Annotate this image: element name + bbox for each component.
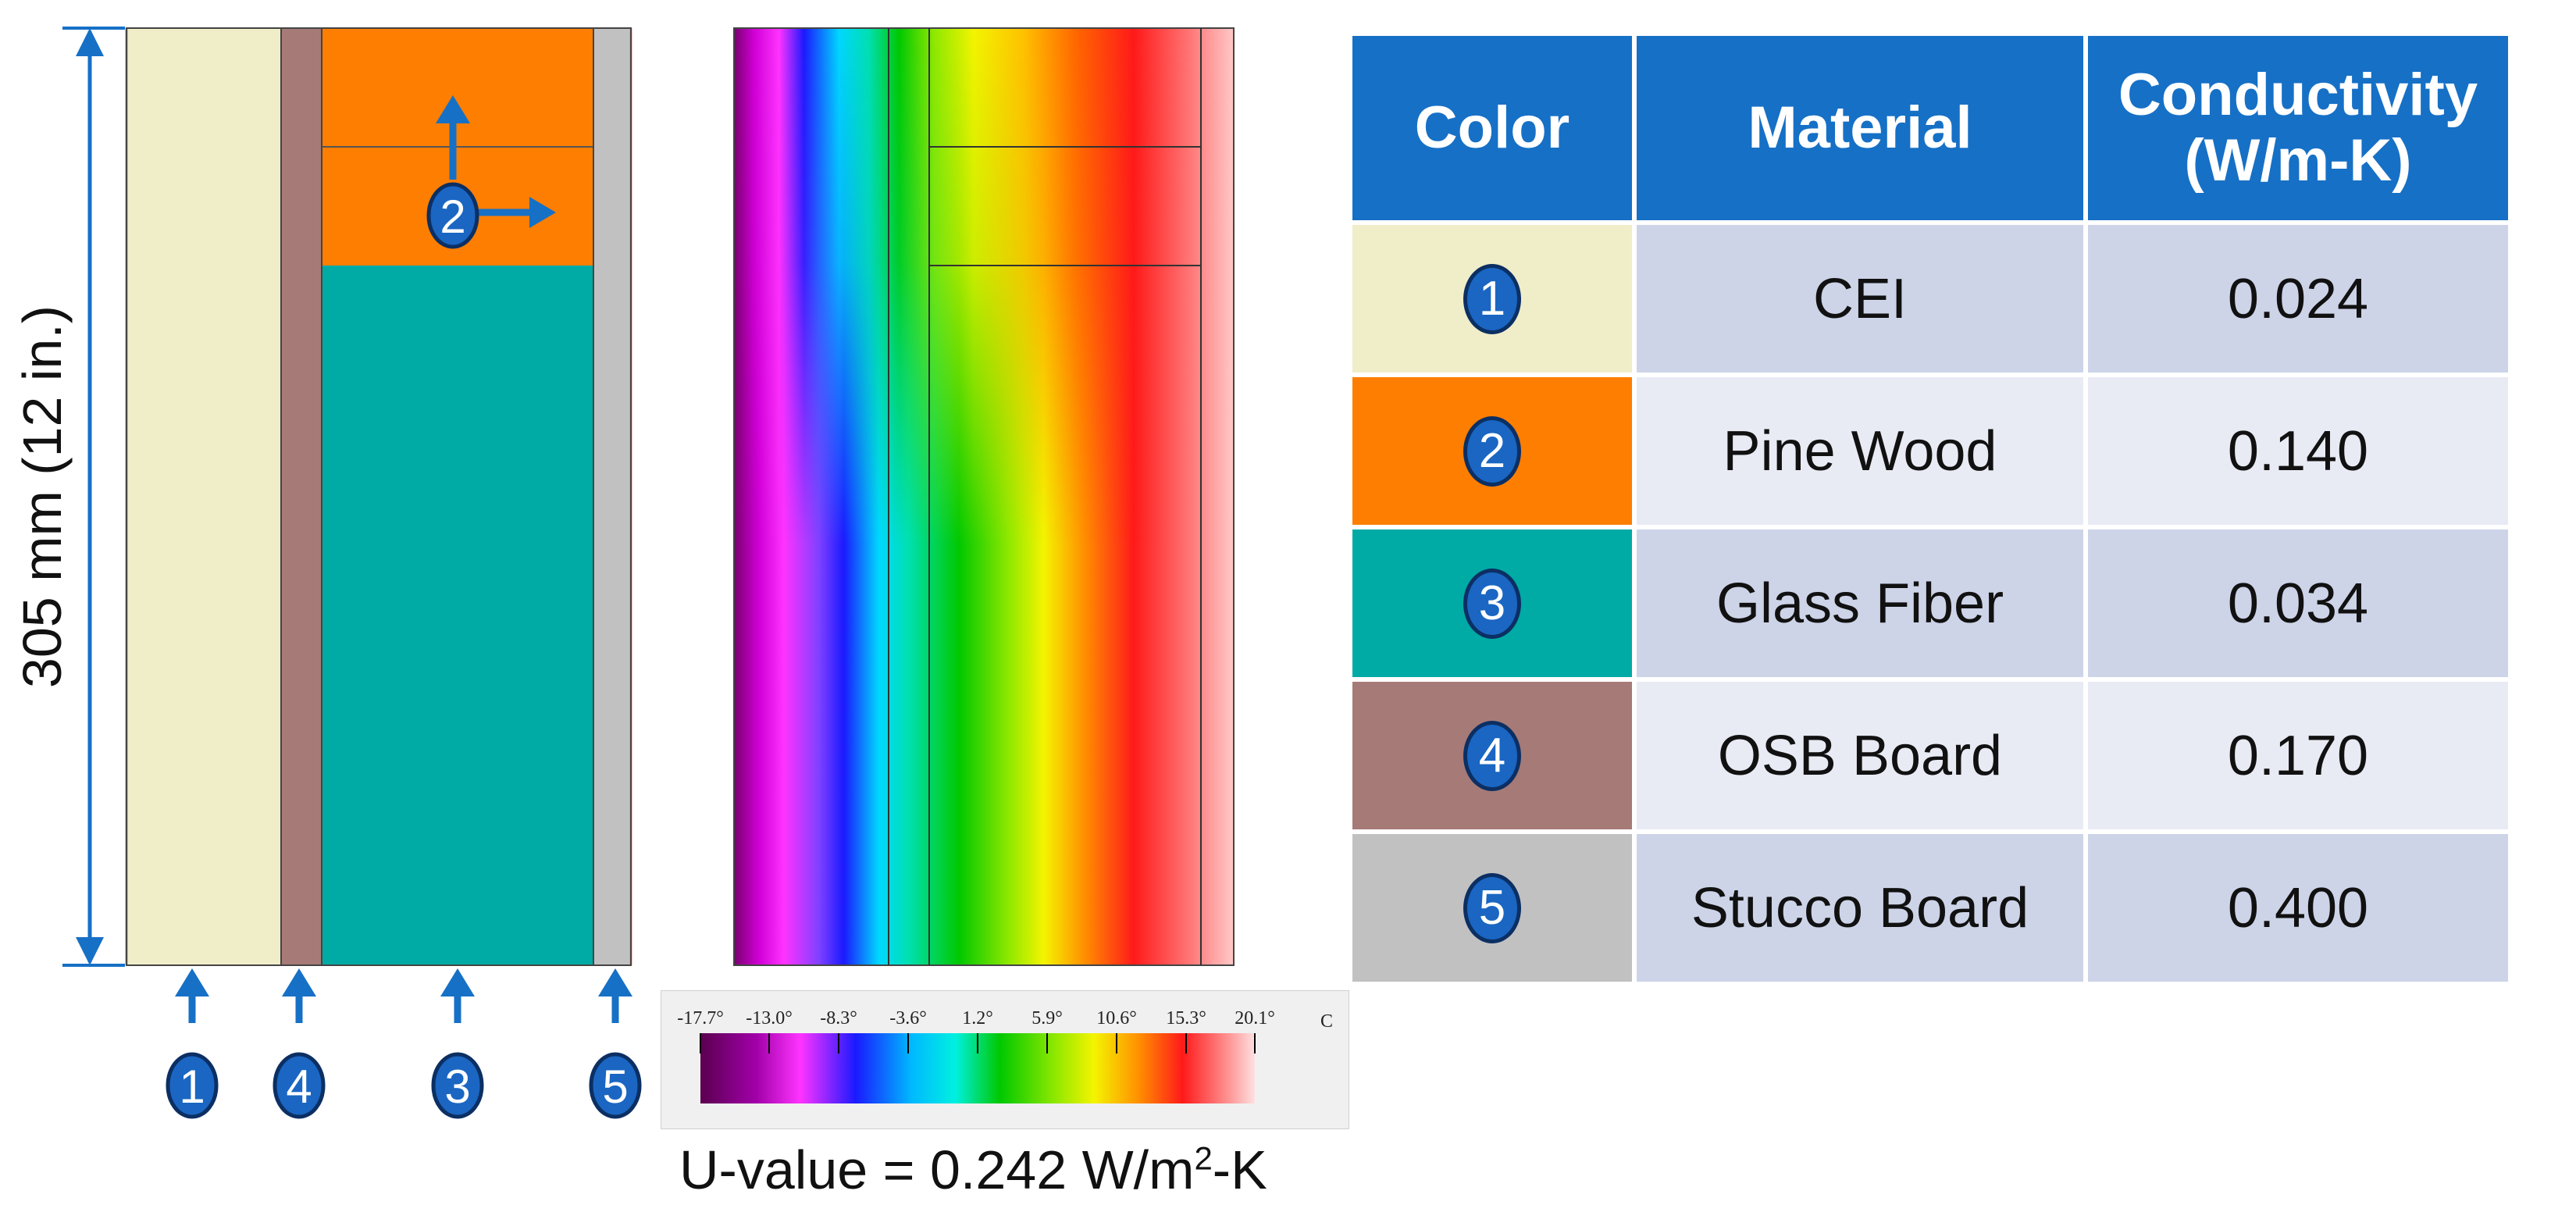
marker-number: 3 xyxy=(444,1061,470,1113)
marker-number: 5 xyxy=(602,1061,628,1113)
scale-tick-label: 5.9° xyxy=(1031,1008,1063,1029)
table-row: 2 Pine Wood 0.140 xyxy=(1352,377,2508,525)
row-number-badge: 3 xyxy=(1463,568,1521,639)
color-swatch-osb-board: 4 xyxy=(1352,682,1632,829)
scale-tick-label: 10.6° xyxy=(1096,1008,1137,1029)
contour-field-bottom xyxy=(734,28,1234,965)
marker-number: 4 xyxy=(286,1061,312,1113)
marker-cei: 1 xyxy=(166,968,219,1119)
row-number-badge: 2 xyxy=(1463,415,1521,487)
row-number-badge: 4 xyxy=(1463,720,1521,791)
u-value-unit-suffix: -K xyxy=(1212,1139,1267,1200)
marker-number: 1 xyxy=(179,1061,205,1113)
temperature-scale: -17.7° -13.0° -8.3° -3.6° 1.2° 5.9° 10.6… xyxy=(677,1008,1333,1103)
material-name: Glass Fiber xyxy=(1637,529,2083,677)
conductivity-value: 0.140 xyxy=(2088,377,2508,525)
wood-marker-badge xyxy=(426,182,479,249)
u-value-text: U-value = 0.242 W/m xyxy=(679,1139,1195,1200)
material-name: OSB Board xyxy=(1637,682,2083,829)
section-outline xyxy=(126,27,632,966)
layer-cei xyxy=(126,28,281,965)
wall-section-diagram: 305 mm (12 in.) 2 1 4 3 5 xyxy=(12,27,642,1119)
materials-table: Color Material Conductivity (W/m-K) 1 CE… xyxy=(1348,31,2513,986)
conductivity-value: 0.400 xyxy=(2088,834,2508,982)
marker-glass-fiber: 3 xyxy=(431,968,484,1119)
layer-osb-board xyxy=(281,28,322,965)
marker-osb-board: 4 xyxy=(273,968,326,1119)
scale-tick-label: 15.3° xyxy=(1166,1008,1206,1029)
scale-unit-label: C xyxy=(1320,1011,1333,1032)
layer-glass-fiber xyxy=(322,266,593,965)
dimension-arrow-bottom xyxy=(76,937,104,965)
material-name: Stucco Board xyxy=(1637,834,2083,982)
grain-arrow-right-head xyxy=(529,197,556,228)
scale-tick-label: 20.1° xyxy=(1235,1008,1275,1029)
grain-arrow-up-head xyxy=(436,95,470,123)
scale-tick-label: 1.2° xyxy=(962,1008,993,1029)
table-row: 5 Stucco Board 0.400 xyxy=(1352,834,2508,982)
table-row: 4 OSB Board 0.170 xyxy=(1352,682,2508,829)
color-swatch-pine-wood: 2 xyxy=(1352,377,1632,525)
table-row: 3 Glass Fiber 0.034 xyxy=(1352,529,2508,677)
plot-outline xyxy=(733,27,1235,966)
u-value-superscript: 2 xyxy=(1194,1139,1213,1177)
material-name: Pine Wood xyxy=(1637,377,2083,525)
scale-tick-label: -3.6° xyxy=(889,1008,927,1029)
scale-tick-label: -8.3° xyxy=(820,1008,857,1029)
color-swatch-glass-fiber: 3 xyxy=(1352,529,1632,677)
header-conductivity: Conductivity (W/m-K) xyxy=(2088,36,2508,220)
layer-stucco-board xyxy=(593,28,631,965)
marker-stucco-board: 5 xyxy=(589,968,642,1119)
u-value-caption: U-value = 0.242 W/m2-K xyxy=(679,1139,1267,1201)
row-number-badge: 1 xyxy=(1463,263,1521,334)
header-color: Color xyxy=(1352,36,1632,220)
dimension-label: 305 mm (12 in.) xyxy=(12,305,73,688)
temperature-scale-panel: -17.7° -13.0° -8.3° -3.6° 1.2° 5.9° 10.6… xyxy=(661,990,1349,1129)
conductivity-value: 0.034 xyxy=(2088,529,2508,677)
color-swatch-cei: 1 xyxy=(1352,225,1632,373)
dimension-arrow-top xyxy=(76,28,104,56)
scale-ticks xyxy=(700,1033,1256,1054)
conductivity-value: 0.024 xyxy=(2088,225,2508,373)
header-material: Material xyxy=(1637,36,2083,220)
table-row: 1 CEI 0.024 xyxy=(1352,225,2508,373)
temperature-contour-plot xyxy=(733,27,1235,966)
conductivity-value: 0.170 xyxy=(2088,682,2508,829)
scale-tick-label: -13.0° xyxy=(746,1008,793,1029)
row-number-badge: 5 xyxy=(1463,872,1521,943)
wood-marker-number: 2 xyxy=(440,191,465,243)
scale-tick-label: -17.7° xyxy=(677,1008,724,1029)
table-header-row: Color Material Conductivity (W/m-K) xyxy=(1352,36,2508,220)
material-name: CEI xyxy=(1637,225,2083,373)
color-swatch-stucco-board: 5 xyxy=(1352,834,1632,982)
